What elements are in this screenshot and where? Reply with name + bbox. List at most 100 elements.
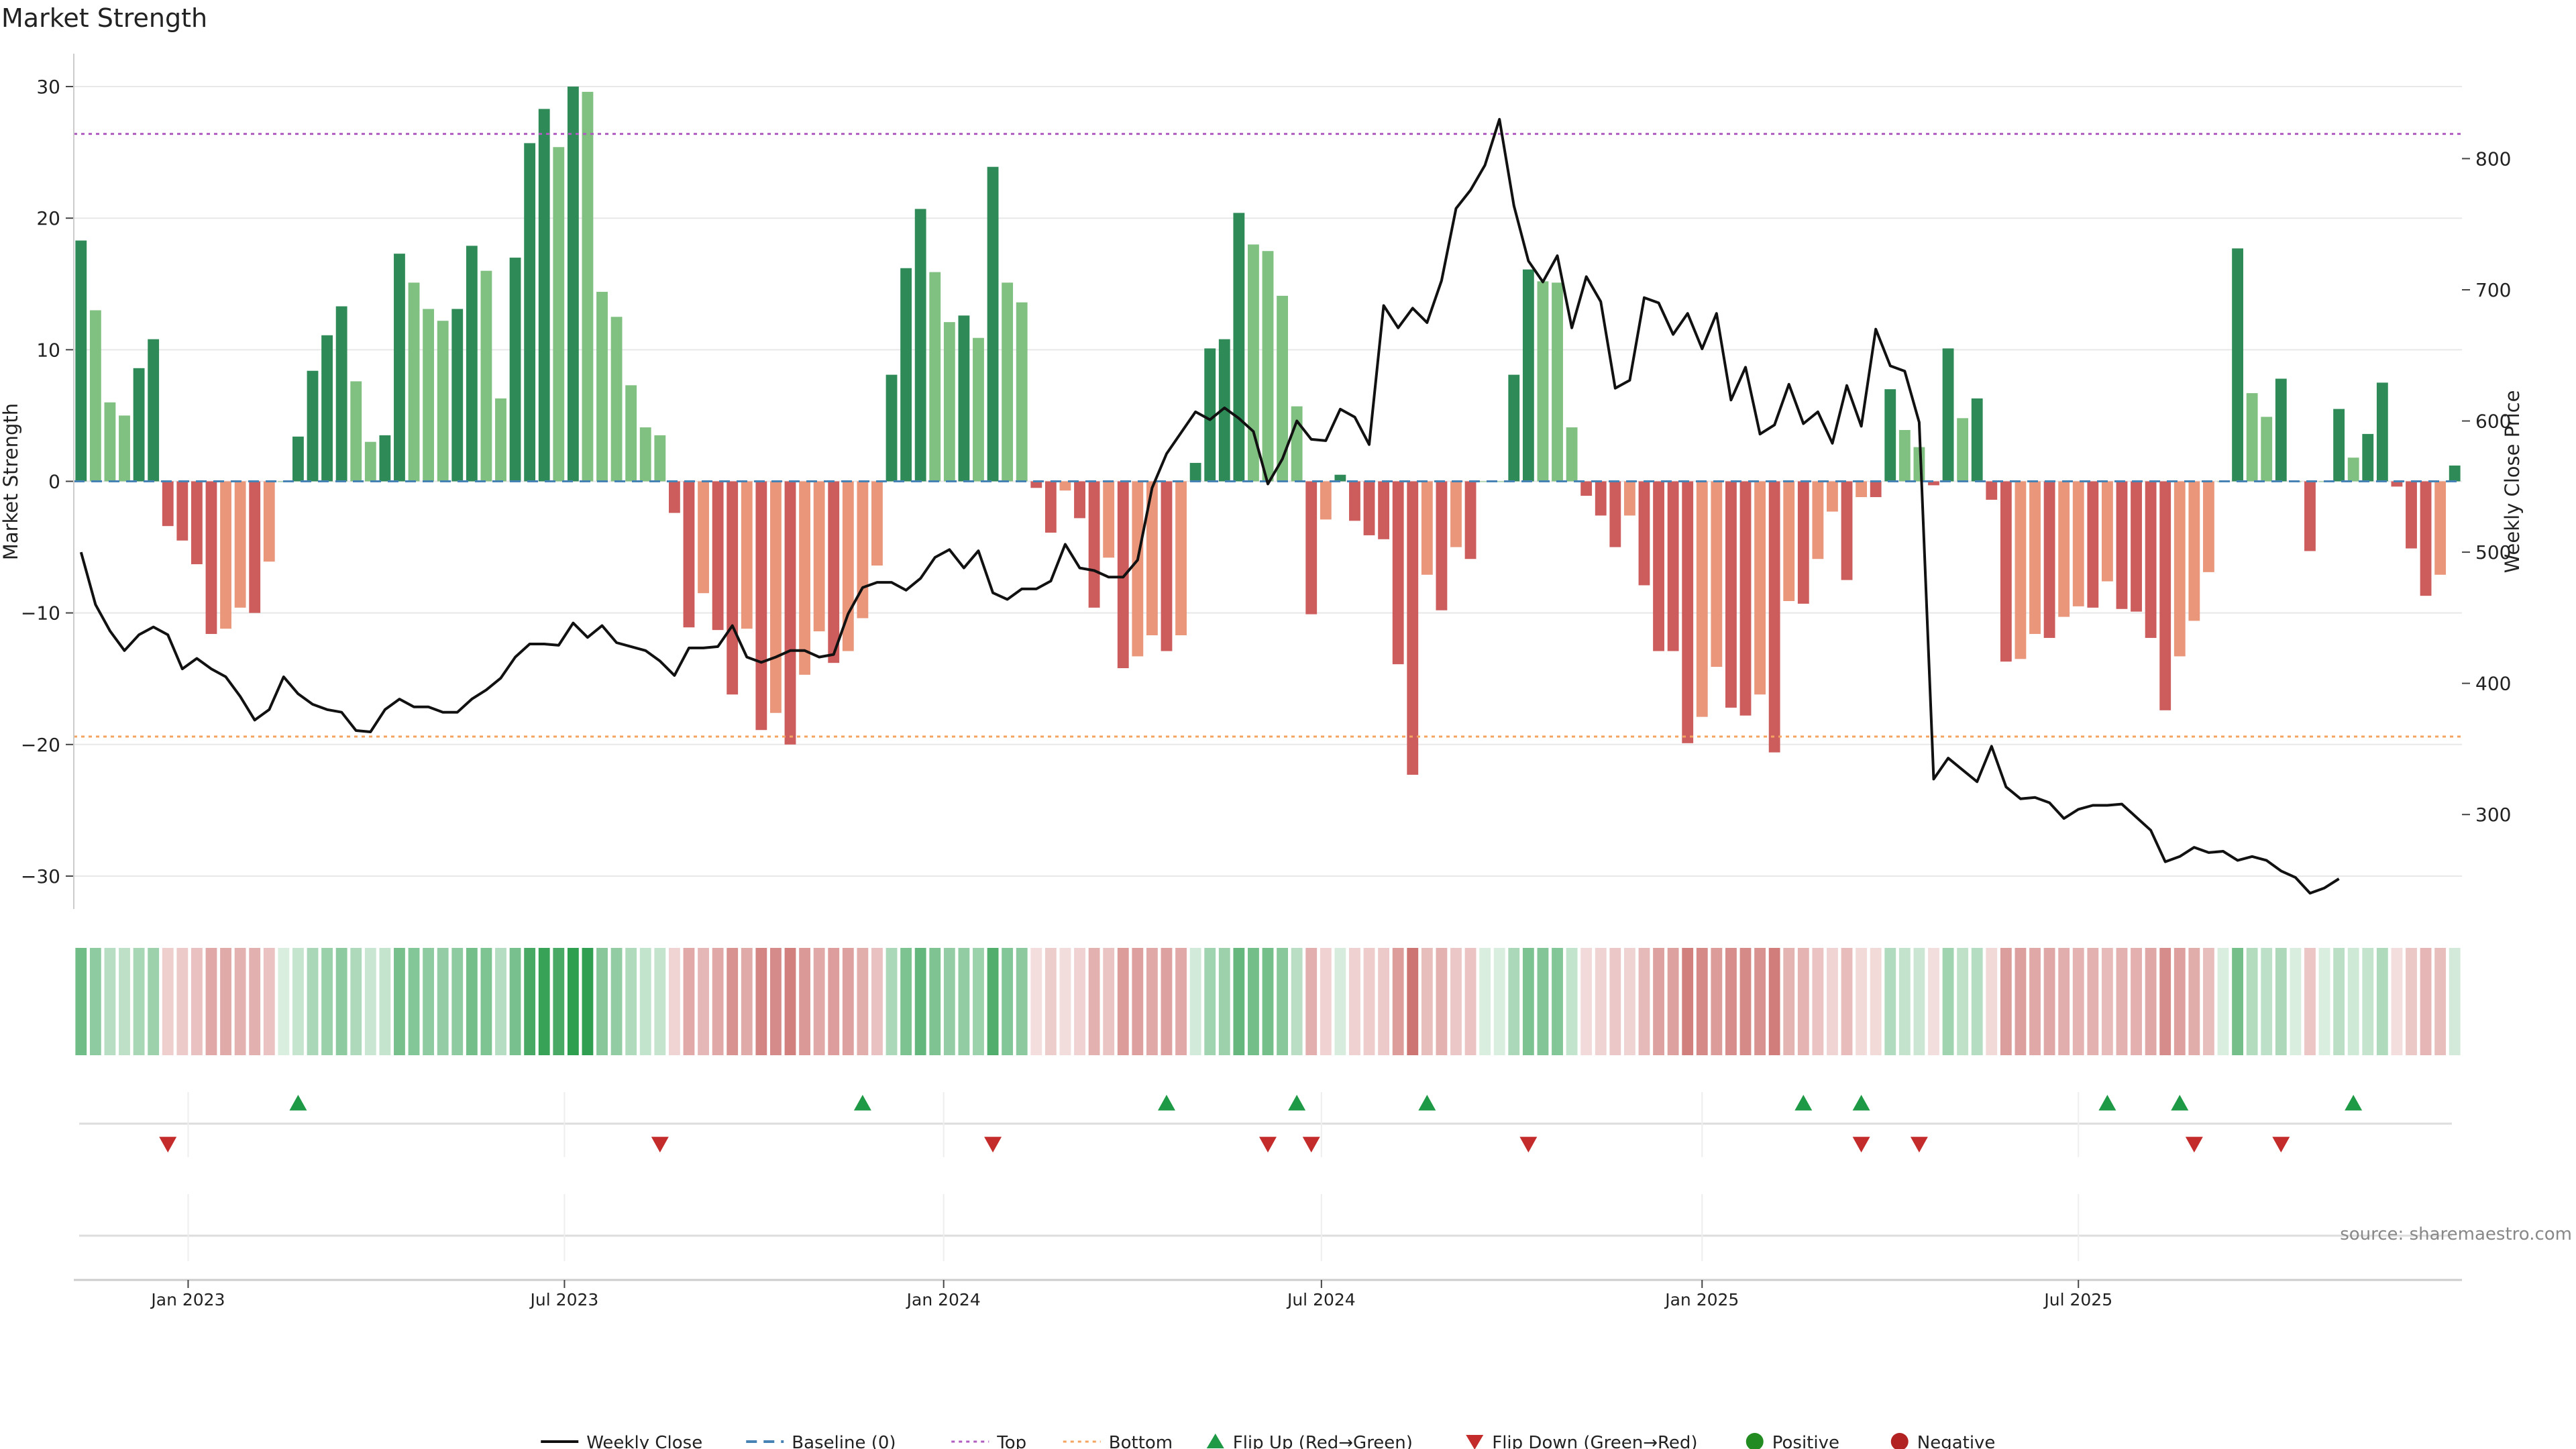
strength-bar [2203, 481, 2214, 572]
strength-bar [1204, 348, 1216, 482]
strength-bar [1508, 374, 1520, 482]
heat-cell [1175, 948, 1187, 1055]
weekly-close-line [79, 117, 2340, 895]
strength-bar [2406, 481, 2417, 549]
strength-bar [148, 339, 160, 482]
strength-bar [205, 481, 217, 635]
heat-cell [857, 948, 869, 1055]
strength-bar [1059, 481, 1071, 491]
heat-cell [1407, 948, 1419, 1055]
strength-bar [1233, 213, 1245, 482]
strength-bar [914, 209, 926, 482]
heat-cell [2318, 948, 2330, 1055]
strength-bar [770, 481, 782, 713]
heat-cell [1248, 948, 1259, 1055]
strength-bar [2058, 481, 2070, 617]
heat-cell [1522, 948, 1534, 1055]
heat-cell [712, 948, 724, 1055]
strength-bar [2391, 481, 2403, 487]
heat-cell [784, 948, 796, 1055]
heat-cell [1957, 948, 1969, 1055]
heat-cell [162, 948, 174, 1055]
strength-bar [1002, 282, 1014, 482]
strength-bar [2347, 458, 2359, 482]
legend-positive-swatch [1746, 1433, 1764, 1449]
heat-cell [191, 948, 203, 1055]
strength-bar [2232, 248, 2243, 482]
strength-bar [639, 427, 651, 482]
heat-cell [1928, 948, 1939, 1055]
strength-bar [162, 481, 174, 527]
heat-cell [1030, 948, 1042, 1055]
strength-bar [1696, 481, 1708, 717]
heat-cell [176, 948, 189, 1055]
heat-cell [2043, 948, 2055, 1055]
heat-cell [698, 948, 709, 1055]
y-right-tick-label: 400 [2475, 673, 2511, 695]
strength-bar [1436, 481, 1448, 610]
strength-bar [712, 481, 724, 631]
flip-down-marker [2272, 1136, 2290, 1152]
strength-bar [610, 317, 623, 482]
heat-cell [596, 948, 608, 1055]
strength-bar [885, 374, 898, 482]
strength-bar [755, 481, 767, 731]
strength-bar [727, 481, 739, 695]
strength-bar [2420, 481, 2432, 596]
x-tick-label: Jan 2024 [906, 1290, 981, 1309]
flip-up-marker [2098, 1095, 2116, 1111]
heat-cell [1725, 948, 1737, 1055]
strength-bars [75, 87, 2461, 775]
heat-cell [871, 948, 883, 1055]
heat-cell [133, 948, 145, 1055]
heat-cell [1711, 948, 1723, 1055]
heat-cell [1667, 948, 1679, 1055]
heat-cell [1580, 948, 1593, 1055]
strength-bar [2029, 481, 2041, 635]
strength-bar [2101, 481, 2113, 582]
y-left-tick-label: −20 [21, 734, 60, 756]
heat-cell [1132, 948, 1144, 1055]
heat-cell [741, 948, 753, 1055]
strength-bar [857, 481, 869, 619]
legend: Weekly Close Baseline (0) Top Bottom Flip Up… [541, 1433, 1995, 1449]
heat-cell [929, 948, 941, 1055]
strength-bar [1957, 418, 1969, 482]
heat-cell [1884, 948, 1896, 1055]
strength-bar [973, 337, 984, 482]
strength-bar [104, 402, 116, 482]
strength-bar [1552, 282, 1563, 482]
heat-cell [1682, 948, 1694, 1055]
heat-cell [770, 948, 782, 1055]
heat-cell [249, 948, 261, 1055]
heat-cell [683, 948, 695, 1055]
strength-bar [1218, 339, 1230, 482]
strength-bar [2188, 481, 2200, 621]
strength-bar [1334, 474, 1346, 482]
heat-cell [263, 948, 275, 1055]
strength-bar [900, 268, 912, 482]
strength-bar [596, 292, 608, 482]
heat-cell [2188, 948, 2200, 1055]
heat-cell [1088, 948, 1100, 1055]
strength-bar [1812, 481, 1824, 559]
heat-cell [1595, 948, 1607, 1055]
heat-cell [1016, 948, 1028, 1055]
strength-bar [1797, 481, 1809, 604]
heat-cell [220, 948, 231, 1055]
y-right-tick-label: 800 [2475, 148, 2511, 170]
flip-down-marker [1910, 1136, 1928, 1152]
strength-bar [813, 481, 825, 632]
heat-cell [799, 948, 810, 1055]
heat-cell [1827, 948, 1838, 1055]
heat-cell [885, 948, 898, 1055]
strength-bar [220, 481, 231, 629]
heat-cell [451, 948, 464, 1055]
strength-bar [2449, 465, 2461, 482]
strength-bar [2275, 378, 2287, 482]
heat-cell [1074, 948, 1085, 1055]
heat-cell [813, 948, 825, 1055]
heat-cell [2217, 948, 2229, 1055]
y-left-tick-label: 10 [36, 339, 60, 361]
heat-cell [2304, 948, 2316, 1055]
